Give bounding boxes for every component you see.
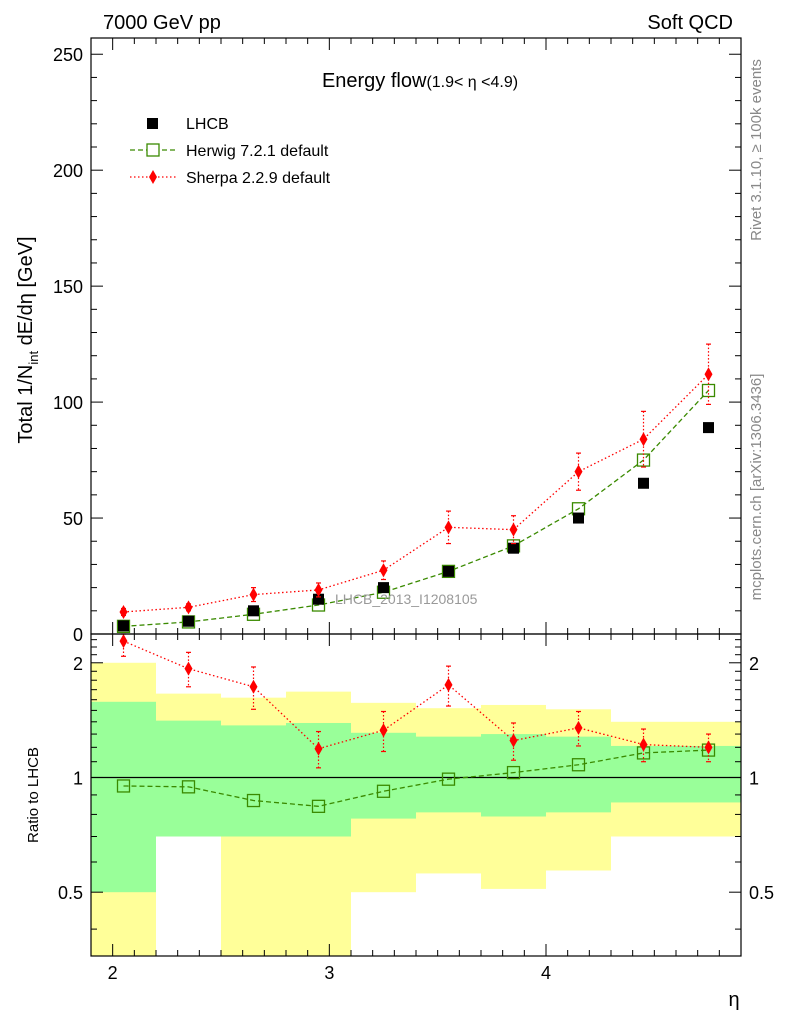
ratio-herwig-point-4: [376, 784, 391, 798]
main-ylabel-b: dE/dη [GeV]: [15, 236, 37, 351]
ratio-panel-series: [116, 633, 716, 813]
ratio-herwig-point-7: [571, 758, 586, 772]
ratio-sherpa-point-9: [704, 740, 713, 755]
main-sherpa-point-9: [704, 367, 713, 382]
main-lhcb-point-4: [378, 582, 389, 594]
inner-band-8: [611, 745, 676, 803]
rivet-label: Rivet 3.1.10, ≥ 100k events: [748, 59, 765, 241]
ratio-sherpa-point-5: [444, 677, 453, 692]
main-ylabel-a: Total 1/N: [15, 365, 37, 444]
ratio-ytick-label-right-0: 0.5: [749, 883, 774, 903]
legend-sherpa-label: Sherpa 2.2.9 default: [186, 170, 331, 187]
ratio-sherpa-line: [123, 640, 709, 750]
main-sherpa-point-7: [574, 464, 583, 479]
ratio-ylabel: Ratio to LHCB: [25, 747, 42, 843]
ratio-sherpa-point-2: [249, 679, 258, 694]
ratio-sherpa-point-8: [639, 737, 648, 752]
main-lhcb-point-1: [183, 615, 194, 627]
main-sherpa-point-8: [639, 432, 648, 447]
inner-band-4: [351, 732, 416, 819]
main-herwig-line: [123, 390, 709, 627]
inner-band-0: [91, 701, 156, 893]
main-sherpa-point-2: [249, 587, 258, 602]
inner-band-7: [546, 736, 611, 813]
main-sherpa-point-5: [444, 520, 453, 535]
main-lhcb-point-8: [638, 477, 649, 489]
plot-title: Energy flow(1.9< η <4.9): [322, 70, 518, 92]
legend-herwig-label: Herwig 7.2.1 default: [186, 143, 329, 160]
legend-herwig-marker: [146, 143, 160, 157]
main-lhcb-point-3: [313, 593, 324, 605]
ratio-ytick-label-left-1: 1: [73, 768, 83, 788]
main-herwig-point-5: [441, 564, 456, 579]
main-sherpa-point-0: [119, 604, 128, 619]
ratio-xtick-label-1: 3: [324, 963, 334, 983]
main-ytick-label-2: 100: [53, 393, 83, 413]
ratio-herwig-point-3: [311, 799, 326, 813]
main-ytick-label-5: 250: [53, 45, 83, 65]
ratio-herwig-point-0: [116, 779, 131, 793]
main-ylabel-sub: int: [26, 351, 41, 365]
ratio-sherpa-point-4: [379, 723, 388, 738]
main-sherpa-point-1: [184, 600, 193, 615]
ratio-sherpa-point-1: [184, 661, 193, 676]
main-herwig-point-9: [701, 383, 716, 398]
main-lhcb-point-2: [248, 605, 259, 617]
ratio-ytick-label-right-2: 2: [749, 654, 759, 674]
header-left: 7000 GeV pp: [103, 12, 221, 34]
ratio-herwig-line: [123, 749, 709, 807]
plot-title-main: Energy flow: [322, 70, 427, 92]
main-ytick-label-0: 0: [73, 625, 83, 645]
ratio-ytick-label-left-0: 0.5: [58, 883, 83, 903]
main-ytick-label-1: 50: [63, 509, 83, 529]
ratio-xtick-label-0: 2: [108, 963, 118, 983]
main-sherpa-point-3: [314, 582, 323, 597]
ratio-sherpa-point-7: [574, 720, 583, 735]
ratio-herwig-point-6: [506, 765, 521, 780]
legend-lhcb-marker: [147, 118, 158, 129]
ratio-xtick-label-2: 4: [541, 963, 551, 983]
main-lhcb-point-5: [443, 565, 454, 577]
mcplots-label: mcplots.cern.ch [arXiv:1306.3436]: [748, 374, 765, 601]
main-ytick-label-3: 150: [53, 277, 83, 297]
ratio-herwig-point-5: [441, 772, 456, 786]
main-sherpa-point-6: [509, 522, 518, 537]
main-lhcb-point-6: [508, 542, 519, 554]
ratio-herwig-point-1: [181, 780, 196, 794]
main-panel-series: [116, 343, 716, 633]
main-herwig-point-0: [116, 619, 131, 633]
main-lhcb-point-9: [703, 422, 714, 434]
legend-sherpa-marker: [149, 170, 157, 184]
analysis-label: LHCB_2013_I1208105: [335, 591, 478, 607]
inner-band-5: [416, 736, 481, 813]
ratio-sherpa-point-6: [509, 733, 518, 748]
main-ylabel: Total 1/Nint dE/dη [GeV]: [15, 236, 41, 443]
main-lhcb-point-7: [573, 512, 584, 524]
ratio-ytick-label-left-2: 2: [73, 654, 83, 674]
main-ytick-label-4: 200: [53, 161, 83, 181]
ratio-herwig-point-2: [246, 793, 261, 808]
plot-title-cut: (1.9< η <4.9): [426, 74, 518, 91]
legend-lhcb-label: LHCB: [186, 116, 229, 133]
main-sherpa-point-4: [379, 563, 388, 578]
ratio-sherpa-point-3: [314, 741, 323, 756]
x-axis-label: η: [728, 989, 739, 1011]
axes: 0 50 100 150 200 250 2 3 4 0.5 0.5 1 1 2 2: [53, 37, 774, 983]
ratio-sherpa-point-0: [119, 634, 128, 649]
inner-band-1: [156, 720, 221, 837]
main-sherpa-line: [123, 373, 709, 613]
inner-band-2: [221, 725, 286, 837]
main-lhcb-point-0: [118, 620, 129, 632]
legend: LHCB Herwig 7.2.1 default Sherpa 2.2.9 d…: [130, 116, 331, 187]
header-right: Soft QCD: [647, 12, 733, 34]
ratio-uncertainty-bands: [91, 662, 741, 956]
ratio-ytick-label-right-1: 1: [749, 768, 759, 788]
inner-band-9: [676, 745, 741, 803]
